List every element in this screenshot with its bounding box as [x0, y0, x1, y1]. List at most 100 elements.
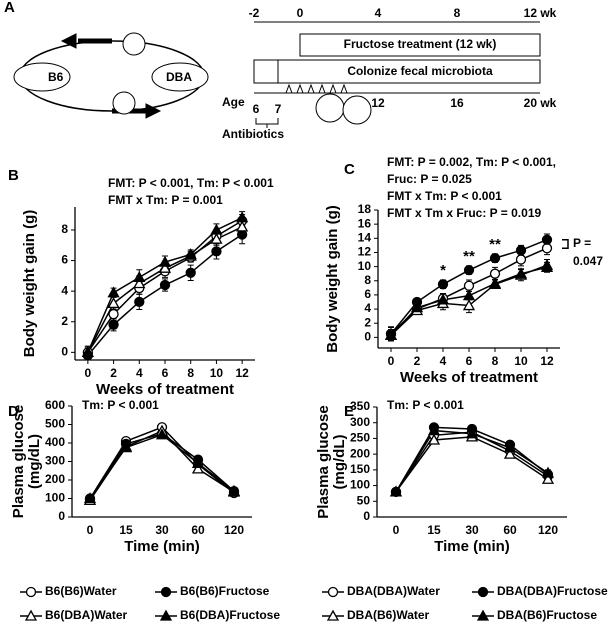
marker: [133, 277, 146, 289]
y-tick-label: 6: [364, 287, 371, 301]
marker: [158, 255, 172, 267]
annotation: *: [440, 262, 446, 279]
x-tick-label: 8: [492, 354, 499, 368]
microbiota: [112, 91, 136, 115]
panel-label: B: [8, 167, 19, 184]
y-tick-label: 250: [350, 431, 370, 445]
x-axis-title: Time (min): [124, 538, 200, 555]
marker: [515, 245, 527, 256]
y-tick-label: 300: [350, 415, 370, 429]
stat-text: FMT x Tm: P = 0.001: [108, 193, 223, 207]
marker: [514, 267, 528, 279]
marker: [462, 299, 476, 311]
marker: [541, 243, 553, 254]
stat-text: FMT x Tm x Fruc: P = 0.019: [387, 206, 541, 220]
legend-marker: [160, 586, 172, 598]
x-tick-label: 2: [110, 366, 117, 380]
legend-label: DBA(B6)Water: [347, 608, 430, 622]
marker: [107, 286, 120, 298]
y-tick-label: 14: [358, 230, 372, 244]
y-tick-label: 200: [350, 446, 370, 460]
x-tick-label: 6: [162, 366, 169, 380]
y-axis-title: (mg/dL): [331, 435, 348, 490]
y-tick-label: 0: [58, 509, 65, 523]
marker: [185, 267, 196, 278]
legend-label: DBA(DBA)Water: [347, 584, 440, 598]
panel-label: A: [4, 0, 15, 16]
arrow-head: [145, 103, 162, 119]
y-tick-label: 2: [61, 314, 68, 328]
y-tick-label: 500: [45, 417, 65, 431]
y-tick-label: 200: [45, 472, 65, 486]
marker: [119, 441, 133, 453]
x-tick-label: 0: [388, 354, 395, 368]
y-tick-label: 50: [357, 493, 371, 507]
marker: [107, 297, 120, 309]
marker: [437, 279, 449, 290]
x-tick-label: 120: [538, 523, 558, 537]
series-line: [395, 436, 549, 493]
marker: [159, 279, 171, 291]
x-tick-label: 15: [427, 523, 441, 537]
marker: [503, 441, 517, 453]
time-label: 4: [375, 6, 382, 20]
y-tick-label: 16: [358, 216, 372, 230]
stat-text: FMT: P = 0.002, Tm: P < 0.001,: [387, 155, 556, 169]
gavage-marks: [285, 83, 348, 94]
bracket-label: 0.047: [573, 254, 603, 268]
marker: [108, 319, 119, 330]
y-tick-label: 0: [61, 345, 68, 359]
panel-label: D: [8, 403, 19, 420]
x-axis-title: Weeks of treatment: [96, 381, 234, 398]
legend-label: B6(B6)Fructose: [180, 584, 270, 598]
treatment-bar: [299, 33, 541, 57]
bar-label: Colonize fecal microbiota: [347, 64, 493, 78]
y-tick-label: 400: [45, 435, 65, 449]
time-label: 0: [297, 6, 304, 20]
marker: [384, 328, 398, 340]
strain-label: B6: [48, 70, 64, 84]
y-axis-title: (mg/dL): [26, 434, 43, 489]
marker: [191, 462, 205, 474]
marker: [540, 260, 554, 272]
marker: [489, 252, 501, 264]
annotation: **: [489, 236, 501, 253]
bracket-label: P =: [573, 236, 591, 250]
x-axis-title: Weeks of treatment: [400, 369, 538, 386]
x-tick-label: 30: [155, 523, 169, 537]
stat-text: FMT: P < 0.001, Tm: P < 0.001: [108, 176, 274, 190]
legend-marker: [327, 586, 339, 598]
age-label: Age: [222, 95, 245, 109]
marker: [134, 296, 145, 308]
marker: [108, 308, 119, 320]
x-tick-label: 6: [466, 354, 473, 368]
schematic: A B6 DBA -2 0 4 8 12 wk Fructose treatme…: [4, 0, 557, 141]
y-tick-label: 300: [45, 454, 65, 468]
marker: [489, 268, 501, 279]
stat-text: Tm: P < 0.001: [387, 398, 464, 412]
x-tick-label: 60: [503, 523, 517, 537]
x-tick-label: 4: [136, 366, 143, 380]
annotation: **: [463, 248, 475, 265]
panel-label: C: [344, 161, 355, 178]
marker: [541, 472, 555, 484]
panel-label: E: [344, 403, 354, 420]
marker: [462, 289, 476, 301]
x-tick-label: 30: [465, 523, 479, 537]
legend-label: B6(DBA)Water: [45, 608, 128, 622]
x-tick-label: 15: [119, 523, 133, 537]
x-tick-label: 4: [440, 354, 447, 368]
y-tick-label: 10: [358, 259, 372, 273]
x-tick-label: 2: [414, 354, 421, 368]
y-tick-label: 2: [364, 315, 371, 329]
legend-marker: [25, 586, 37, 598]
legend-label: B6(B6)Water: [45, 584, 117, 598]
bracket: [255, 118, 279, 128]
x-tick-label: 120: [224, 523, 244, 537]
marker: [133, 271, 146, 283]
marker: [436, 293, 450, 305]
y-axis-title: Plasma glucose: [315, 405, 332, 518]
marker: [488, 277, 502, 289]
